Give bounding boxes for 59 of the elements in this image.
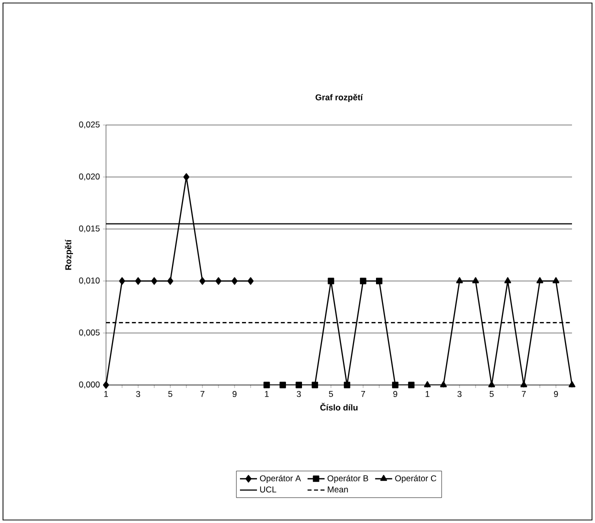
point (232, 277, 238, 285)
legend-label: Mean (328, 486, 348, 492)
point (472, 277, 479, 284)
point (119, 277, 126, 285)
point (568, 381, 576, 388)
chart-title: Graf rozpětí (316, 94, 363, 102)
point (440, 381, 447, 388)
point (135, 277, 142, 285)
point (392, 382, 398, 388)
point (183, 173, 190, 181)
x-tick-label: 9 (232, 391, 237, 397)
x-tick-label: 1 (104, 391, 108, 397)
point (536, 277, 544, 284)
x-tick-label: 1 (264, 391, 269, 397)
point (264, 382, 270, 388)
point (296, 382, 302, 388)
legend-label: Operátor C (395, 474, 436, 483)
point (328, 278, 334, 284)
point (408, 382, 414, 388)
point (280, 382, 286, 388)
point (376, 278, 382, 284)
point (360, 278, 366, 284)
point (103, 381, 109, 389)
point (215, 277, 222, 285)
point (167, 277, 174, 285)
x-tick-label: 3 (457, 391, 462, 397)
x-tick-label: 7 (522, 391, 526, 397)
x-tick-label: 1 (426, 391, 430, 397)
y-tick-label: 0,015 (79, 226, 100, 232)
x-tick-label: 5 (328, 391, 333, 397)
x-axis-title: Číslo dílu (320, 402, 358, 411)
point (424, 381, 431, 388)
point (248, 277, 254, 285)
x-tick-label: 5 (168, 391, 172, 397)
x-tick-label: 9 (554, 391, 558, 397)
point (312, 382, 318, 388)
x-tick-label: 3 (136, 391, 140, 397)
point (151, 277, 158, 285)
x-tick-label: 7 (200, 391, 204, 397)
legend-label: Operátor B (328, 474, 368, 483)
y-tick-label: 0,010 (79, 278, 100, 284)
y-tick-label: 0,005 (79, 330, 100, 336)
point (504, 277, 512, 284)
y-tick-label: 0,000 (79, 382, 100, 388)
point (199, 277, 206, 285)
x-tick-label: 3 (296, 391, 301, 397)
legend-label: UCL (260, 486, 276, 492)
y-axis-title: Rozpětí (64, 239, 73, 270)
x-tick-label: 9 (393, 391, 398, 397)
legend-label: Operátor A (260, 474, 301, 483)
point (552, 277, 560, 284)
point (488, 381, 496, 388)
point (456, 277, 463, 284)
x-tick-label: 5 (490, 391, 494, 397)
y-tick-label: 0,025 (79, 122, 100, 128)
point (520, 381, 528, 388)
y-tick-label: 0,020 (79, 174, 100, 180)
point (344, 382, 350, 388)
x-tick-label: 7 (361, 391, 366, 397)
